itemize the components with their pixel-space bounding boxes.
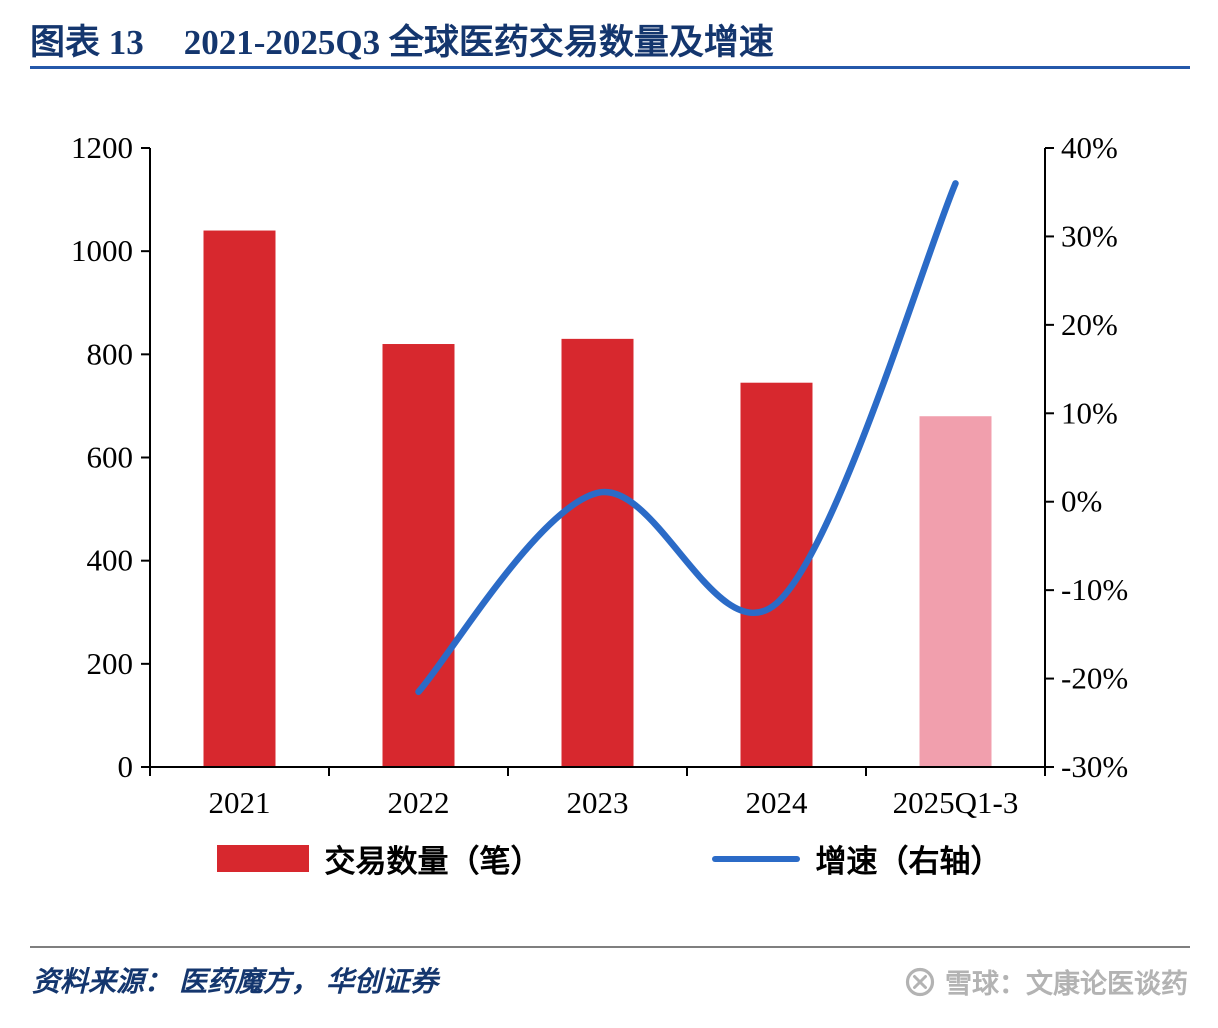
left-tick-label: 200 bbox=[87, 646, 134, 681]
right-tick-label: 20% bbox=[1061, 307, 1118, 342]
watermark: 雪球：文康论医谈药 bbox=[904, 962, 1188, 1001]
line-swatch-icon bbox=[711, 855, 800, 862]
x-tick-label: 2022 bbox=[388, 785, 450, 820]
legend-label-deal-count: 交易数量（笔） bbox=[324, 844, 542, 879]
bar-2021 bbox=[203, 230, 276, 768]
bar-2023 bbox=[561, 338, 634, 767]
bar-swatch-icon bbox=[216, 845, 309, 872]
left-tick-label: 0 bbox=[118, 749, 134, 784]
left-tick-label: 1200 bbox=[71, 130, 133, 165]
right-tick-label: 10% bbox=[1061, 395, 1118, 430]
left-tick-label: 1000 bbox=[71, 233, 133, 268]
x-tick-label: 2025Q1-3 bbox=[893, 785, 1019, 820]
title-underline bbox=[30, 66, 1190, 69]
x-tick-label: 2024 bbox=[746, 785, 809, 820]
right-tick-label: -10% bbox=[1061, 572, 1128, 607]
right-tick-label: -20% bbox=[1061, 661, 1128, 696]
figure-title-text: 2021-2025Q3 全球医药交易数量及增速 bbox=[183, 23, 774, 62]
chart-canvas: 0 200 400 600 800 1000 1200 -30% -20% -10% 0% 10% 20… bbox=[71, 130, 1128, 820]
figure-number-label: 图表 13 bbox=[30, 23, 144, 62]
left-tick-label: 800 bbox=[87, 336, 134, 371]
bar-2022 bbox=[382, 344, 455, 767]
xueqiu-logo-icon bbox=[904, 966, 936, 998]
legend-item-growth: 增速（右轴） bbox=[711, 836, 1002, 881]
chart-legend: 交易数量（笔） 增速（右轴） bbox=[0, 836, 1218, 881]
x-tick-label: 2023 bbox=[567, 785, 629, 820]
bar-2025Q1-3 bbox=[919, 416, 992, 767]
legend-item-deal-count: 交易数量（笔） bbox=[216, 836, 542, 881]
right-tick-label: -30% bbox=[1061, 749, 1128, 784]
combo-chart: 0 200 400 600 800 1000 1200 -30% -20% -10% 0% 10% 20… bbox=[0, 85, 1218, 835]
right-tick-label: 0% bbox=[1061, 484, 1102, 519]
left-tick-label: 600 bbox=[87, 440, 134, 475]
growth-line bbox=[415, 180, 959, 696]
footer-divider bbox=[30, 946, 1190, 948]
left-tick-label: 400 bbox=[87, 543, 134, 578]
right-tick-label: 40% bbox=[1061, 130, 1118, 165]
x-tick-label: 2021 bbox=[209, 785, 271, 820]
source-text: 资料来源： 医药魔方， 华创证券 bbox=[32, 967, 439, 998]
legend-label-growth: 增速（右轴） bbox=[815, 844, 1002, 879]
figure-title: 图表 13 2021-2025Q3 全球医药交易数量及增速 bbox=[30, 14, 774, 65]
right-tick-label: 30% bbox=[1061, 218, 1118, 253]
watermark-text: 雪球：文康论医谈药 bbox=[945, 969, 1188, 999]
